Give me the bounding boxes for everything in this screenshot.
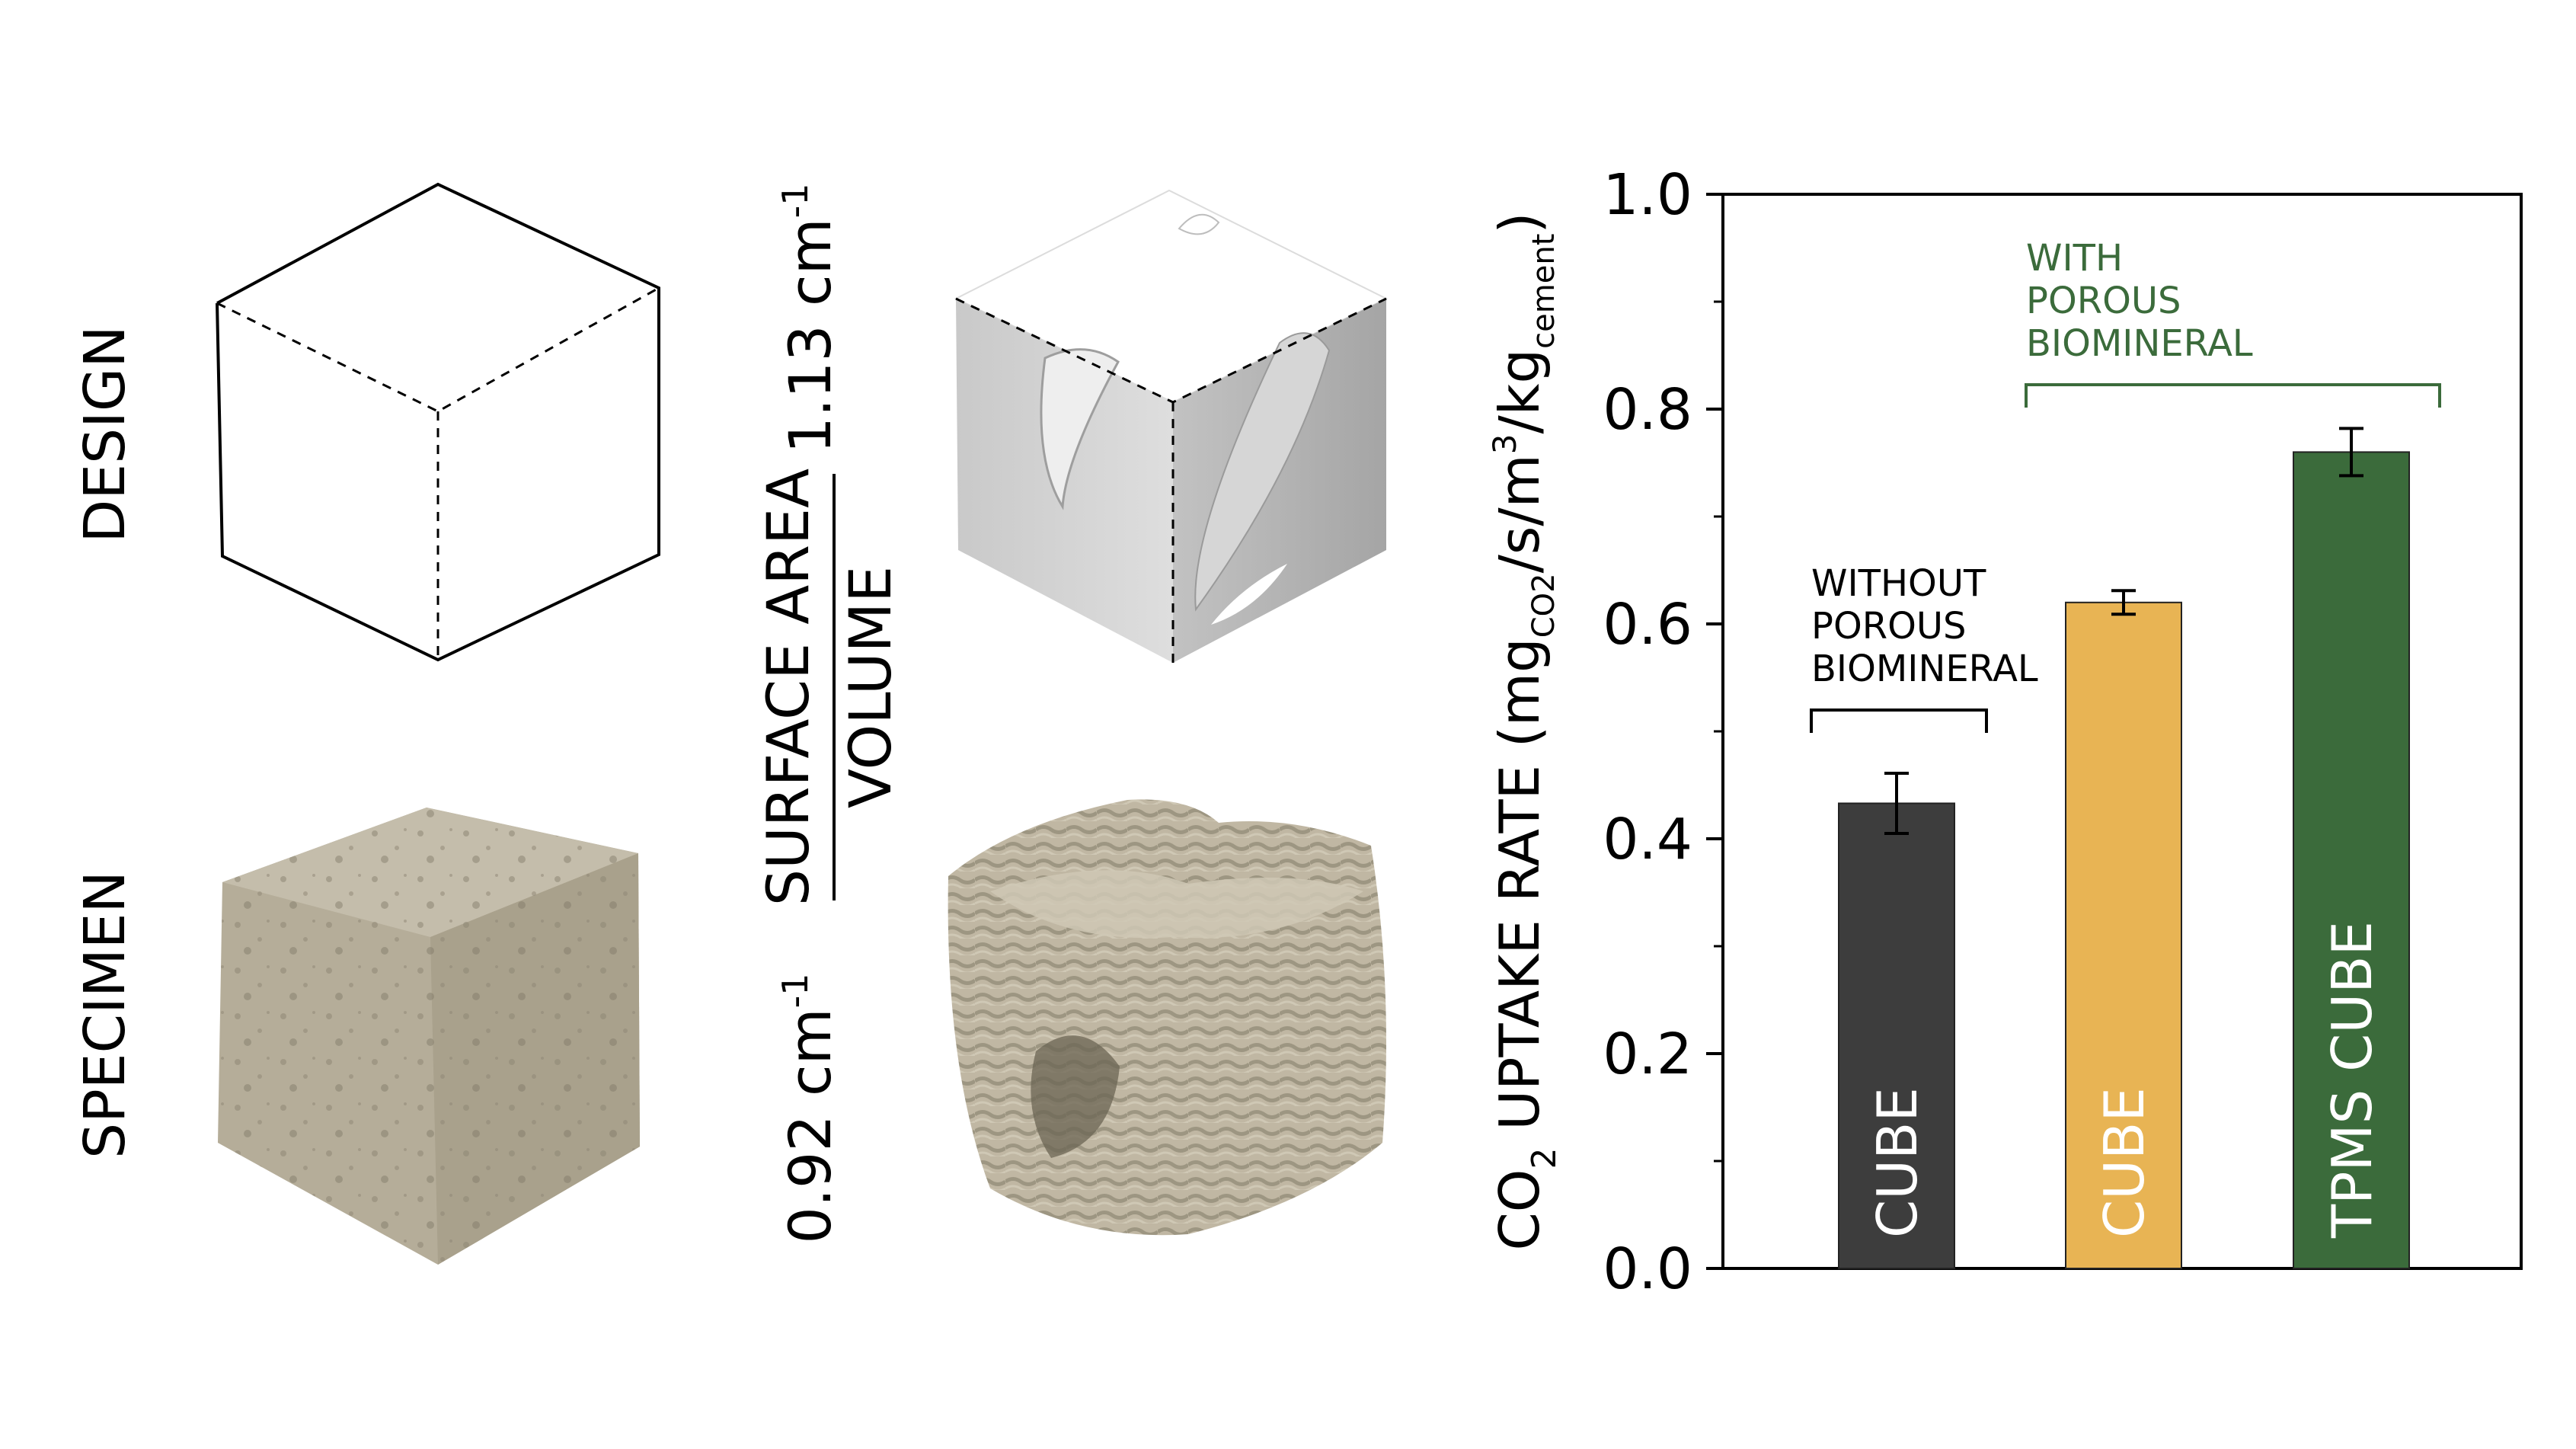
bar-label: CUBE [2092,1087,2156,1238]
group-label-line: BIOMINERAL [2026,322,2253,365]
ratio-low-exponent: -1 [775,973,816,1008]
group-label-line: WITH [2026,237,2123,280]
group-label-line: POROUS [2026,280,2181,322]
y-tick-label: 0.2 [1603,1022,1692,1087]
group-label-line: WITHOUT [1811,562,1986,605]
bar-chart: 0.0 0.2 0.4 0.6 0.8 1.0 CUBE CUBE TPMS CUBE WIT… [1486,162,2523,1302]
group-label-line: BIOMINERAL [1811,648,2038,690]
ratio-numerator: SURFACE AREA [754,469,822,906]
ratio-denominator: VOLUME [836,566,904,808]
y-tick-label: 0.4 [1603,807,1692,872]
y-tick-label: 0.6 [1603,592,1692,657]
tpms-design-cube [954,189,1389,663]
ratio-high-exponent: -1 [775,183,816,218]
y-tick-label: 0.0 [1603,1236,1692,1302]
bar [2293,451,2410,1269]
row-label-design: DESIGN [72,325,138,542]
svg-text:0.92 cm-1: 0.92 cm-1 [775,973,844,1243]
y-axis-ticks: 0.0 0.2 0.4 0.6 0.8 1.0 [1603,162,1723,1302]
design-cube-wireframe [216,182,660,662]
ratio-low: 0.92 cm-1 [775,973,844,1243]
ratio-high-value: 1.13 cm [776,218,844,453]
specimen-cube-photo [218,808,640,1265]
group-bracket [1810,709,1988,733]
tpms-specimen-photo [948,799,1386,1236]
svg-text:CO2 UPTAKE RATE (mgCO2/s/m3/kg: CO2 UPTAKE RATE (mgCO2/s/m3/kgcement) [1486,212,1564,1250]
ratio-high: 1.13 cm-1 [775,183,844,453]
bar-label: TPMS CUBE [2320,921,2384,1239]
ratio-low-value: 0.92 cm [776,1008,844,1243]
y-tick-label: 1.0 [1603,162,1692,228]
bar-label: CUBE [1865,1087,1929,1238]
bar [1838,802,1955,1269]
ratio-fraction: SURFACE AREA VOLUME [754,469,904,906]
group-bracket [2025,383,2441,408]
bars: CUBE CUBE TPMS CUBE [1838,427,2410,1269]
group-label-line: POROUS [1811,605,1966,648]
svg-text:1.13 cm-1: 1.13 cm-1 [775,183,844,453]
y-axis-label: CO2 UPTAKE RATE (mgCO2/s/m3/kgcement) [1486,212,1564,1250]
row-label-specimen: SPECIMEN [72,871,138,1159]
bar [2065,601,2182,1269]
y-tick-label: 0.8 [1603,377,1692,443]
bar-groups: WITHOUTPOROUSBIOMINERALWITHPOROUSBIOMINE… [1810,237,2441,733]
